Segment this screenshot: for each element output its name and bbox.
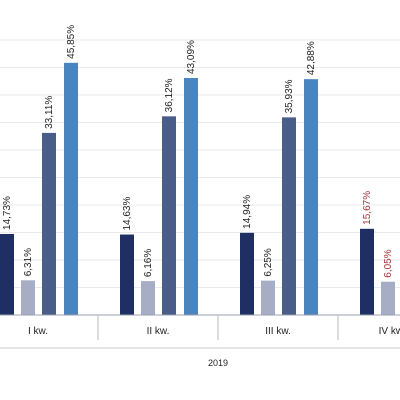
x-tick-label: IV kw. bbox=[379, 326, 400, 337]
bar bbox=[304, 79, 318, 315]
x-tick-label: II kw. bbox=[147, 326, 170, 337]
data-label: 14,73% bbox=[2, 196, 13, 230]
data-label: 15,67% bbox=[362, 191, 373, 225]
data-label: 6,16% bbox=[143, 249, 154, 277]
data-label: 33,11% bbox=[44, 96, 55, 129]
data-label: 36,12% bbox=[164, 78, 175, 112]
bar bbox=[282, 117, 296, 315]
bar bbox=[184, 78, 198, 315]
bar bbox=[120, 234, 134, 315]
bar bbox=[360, 228, 374, 315]
x-tick-label: I kw. bbox=[28, 326, 48, 337]
x-tick-label: III kw. bbox=[265, 326, 291, 337]
bar bbox=[42, 132, 56, 315]
bar bbox=[240, 232, 254, 315]
bar bbox=[0, 233, 14, 315]
data-label: 14,94% bbox=[242, 195, 253, 229]
year-label: 2019 bbox=[208, 358, 228, 368]
bar bbox=[64, 62, 78, 316]
bar bbox=[261, 280, 275, 315]
gridlines bbox=[0, 39, 400, 316]
data-label: 43,09% bbox=[186, 40, 197, 74]
bar bbox=[381, 281, 395, 315]
data-label: 6,31% bbox=[23, 248, 34, 276]
bar bbox=[141, 281, 155, 315]
data-label: 45,85% bbox=[66, 25, 77, 59]
data-label: 42,88% bbox=[306, 41, 317, 75]
bars bbox=[0, 62, 395, 316]
data-label: 14,63% bbox=[122, 197, 133, 231]
value-labels: 14,73% 14,63% 14,94% 15,67% 6,31% 6,16% 6,25% 6… bbox=[2, 25, 394, 278]
bar bbox=[21, 280, 35, 315]
data-label: 35,93% bbox=[284, 79, 295, 113]
data-label: 6,25% bbox=[263, 248, 274, 276]
data-label: 6,05% bbox=[383, 249, 394, 277]
x-axis: I kw. II kw. III kw. IV kw. bbox=[0, 314, 400, 349]
bar bbox=[162, 116, 176, 315]
